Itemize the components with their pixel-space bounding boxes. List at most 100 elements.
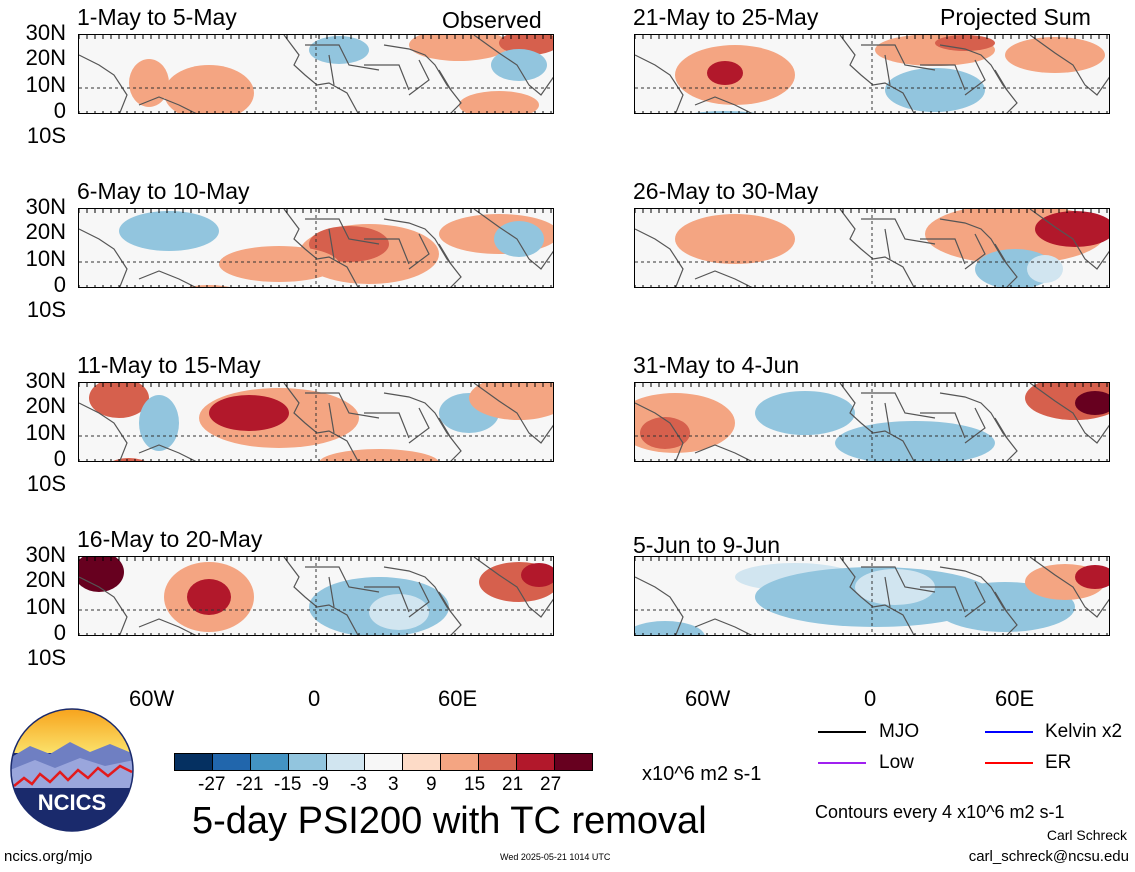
lon-label-60e: 60E [438,686,478,711]
coastline [473,557,553,618]
contour-shading [219,246,339,282]
legend-label-low: Low [879,752,914,773]
coastline [283,35,359,113]
coastline [305,566,410,613]
lat-label: 20N [25,567,66,592]
contour-shading [319,449,439,461]
map-panel [78,34,554,114]
lat-label: 0 [53,446,66,471]
coastline [305,44,410,91]
observed-label: Observed [442,7,542,33]
coastline [939,392,1018,461]
coastline [138,618,197,635]
contour-shading [640,417,690,449]
coastline [138,270,197,287]
coastline [383,566,462,635]
colorbar-tick-label: -3 [350,774,367,795]
contour-shading [309,226,389,262]
contour-shading [855,569,935,605]
coastline [408,407,452,444]
panel-title: 21-May to 25-May [633,4,819,30]
coastline [305,218,410,265]
lat-label: 30N [25,20,66,45]
coastline [1029,383,1109,444]
logo-text: NCICS [38,790,106,815]
coastline [408,59,452,96]
contour-shading [1027,255,1063,283]
contour-shading [1075,391,1109,415]
map-panel [634,34,1110,114]
panel-title: 5-Jun to 9-Jun [633,532,781,558]
coastline [635,576,684,635]
lat-label: 20N [25,219,66,244]
coastline [473,35,553,96]
lat-label: 20N [25,45,66,70]
colorbar-units: x10^6 m2 s-1 [642,763,762,785]
contour-shading [835,421,995,461]
coastline [408,233,452,270]
colorbar-tick-label: 3 [388,774,399,795]
coastline [694,96,753,113]
lat-label: 30N [25,368,66,393]
colorbar-tick-label: -15 [274,774,302,795]
ncics-logo: NCICS [10,708,134,832]
coastline [283,383,359,461]
panel-title: 16-May to 20-May [77,526,263,552]
legend-line-low [818,762,866,764]
contour-shading [89,383,149,418]
lat-label: 10S [26,297,66,322]
figure-title: 5-day PSI200 with TC removal [192,800,707,842]
contour-shading [1075,565,1109,589]
legend-label-mjo: MJO [879,721,920,742]
contour-shading [459,91,539,113]
lat-label: 0 [53,620,66,645]
coastline [635,54,684,113]
lon-label-0: 0 [308,686,321,711]
projected-label: Projected Sum [940,4,1091,30]
colorbar-swatch [212,753,251,771]
contour-shading [139,395,179,451]
contour-shading [113,458,145,461]
coastline [964,407,1008,444]
coastline [1029,35,1109,96]
panel-title: 31-May to 4-Jun [633,352,800,378]
map-panel [78,208,554,288]
coastline [473,209,553,270]
legend-label-er: ER [1045,752,1072,773]
panel-title: 1-May to 5-May [77,4,237,30]
colorbar-swatch [554,753,593,771]
lat-label: 20N [25,393,66,418]
coastline [79,228,128,287]
contour-shading [635,621,705,635]
coastline [383,44,462,113]
contour-shading [675,214,795,264]
contour-shading [675,461,795,462]
lat-label: 10N [25,246,66,271]
coastline [839,209,915,287]
legend-line-kelvin [985,731,1033,733]
colorbar-swatch [364,753,403,771]
author: Carl Schreck [1046,827,1127,843]
colorbar-swatch [440,753,479,771]
lon-label-60w: 60W [685,686,731,711]
panel-title: 6-May to 10-May [77,178,250,204]
coastline [694,444,753,461]
coastline [939,566,1018,635]
lat-label: 30N [25,194,66,219]
lat-label: 10N [25,594,66,619]
coastline [305,392,410,439]
contour-shading [1035,211,1109,247]
lat-label: 10S [26,123,66,148]
legend-line-er [985,762,1033,764]
colorbar-tick-label: 27 [540,774,562,795]
coastline [1029,209,1109,270]
lat-label: 0 [53,272,66,297]
lat-label: 0 [53,98,66,123]
colorbar-swatch [174,753,213,771]
contour-shading [469,383,553,420]
contour-shading [188,285,230,287]
legend-line-mjo [818,731,866,733]
lon-label-60e: 60E [995,686,1035,711]
colorbar-swatch [326,753,365,771]
coastline [473,383,553,444]
